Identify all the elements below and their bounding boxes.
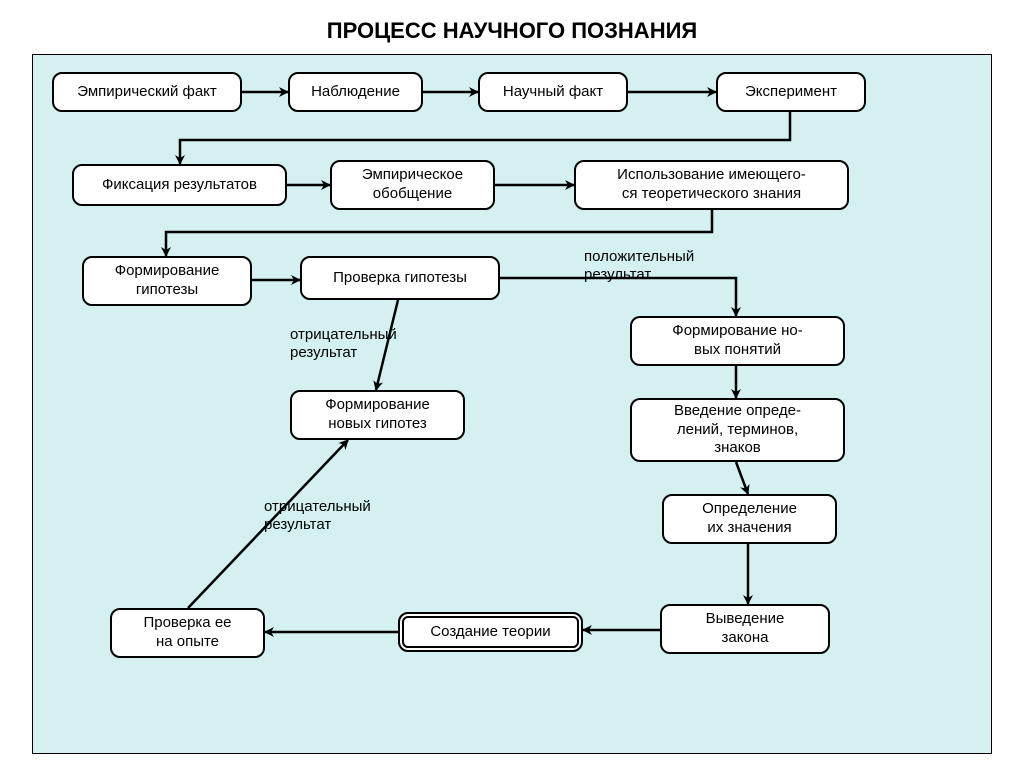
diagram-title: ПРОЦЕСС НАУЧНОГО ПОЗНАНИЯ (0, 18, 1024, 44)
flow-node-n7: Использование имеющего-ся теоретического… (574, 160, 849, 210)
flow-node-n3: Научный факт (478, 72, 628, 112)
edge-label-l2: отрицательныйрезультат (290, 326, 397, 362)
edge-label-l3: отрицательныйрезультат (264, 498, 371, 534)
flow-node-n2: Наблюдение (288, 72, 423, 112)
flow-node-n16: Проверка еена опыте (110, 608, 265, 658)
flow-node-n9: Проверка гипотезы (300, 256, 500, 300)
flow-node-n11: Формированиеновых гипотез (290, 390, 465, 440)
flow-node-n13: Определениеих значения (662, 494, 837, 544)
flow-node-n8: Формированиегипотезы (82, 256, 252, 306)
flow-node-n14: Выведениезакона (660, 604, 830, 654)
flow-node-n10: Формирование но-вых понятий (630, 316, 845, 366)
flow-node-n12: Введение опреде-лений, терминов,знаков (630, 398, 845, 462)
flow-node-n4: Эксперимент (716, 72, 866, 112)
flow-node-n5: Фиксация результатов (72, 164, 287, 206)
edge-label-l1: положительныйрезультат (584, 248, 694, 284)
flow-node-n1: Эмпирический факт (52, 72, 242, 112)
flow-node-n6: Эмпирическоеобобщение (330, 160, 495, 210)
flow-node-n15: Создание теории (398, 612, 583, 652)
